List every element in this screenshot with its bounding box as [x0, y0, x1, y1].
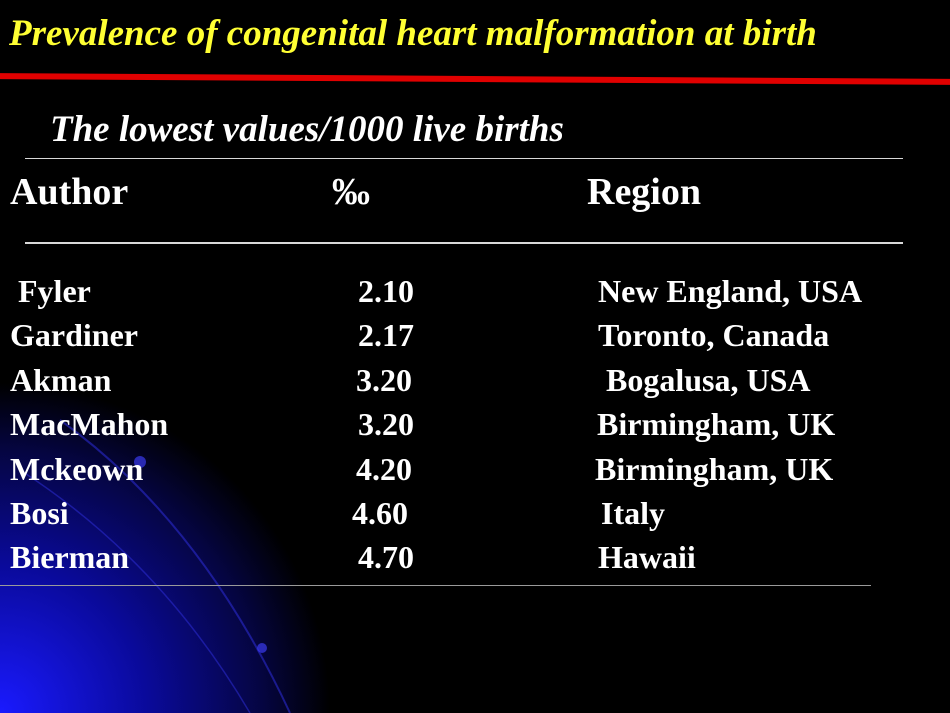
- author-cell: Mckeown: [10, 451, 144, 487]
- value-cell: 2.10: [358, 273, 414, 309]
- header-author: Author: [10, 171, 129, 213]
- value-cell: 3.20: [358, 406, 414, 442]
- region-cell: New England, USA: [598, 273, 863, 309]
- author-cell: Fyler: [18, 273, 91, 309]
- header-region: Region: [587, 171, 701, 213]
- value-cell: 4.70: [358, 539, 414, 575]
- value-cell: 2.17: [358, 317, 414, 353]
- region-cell: Italy: [601, 495, 665, 531]
- value-cell: 3.20: [356, 362, 412, 398]
- table-top-rule: [25, 158, 903, 159]
- region-cell: Bogalusa, USA: [606, 362, 811, 398]
- region-cell: Toronto, Canada: [598, 317, 830, 353]
- author-cell: MacMahon: [10, 406, 169, 442]
- author-cell: Gardiner: [10, 317, 138, 353]
- author-cell: Bierman: [10, 539, 130, 575]
- value-cell: 4.60: [352, 495, 408, 531]
- table-bottom-rule: [0, 585, 871, 586]
- header-permille: ‰: [332, 171, 370, 213]
- region-cell: Birmingham, UK: [597, 406, 836, 442]
- slide-title: Prevalence of congenital heart malformat…: [9, 13, 817, 54]
- header-rule: [25, 242, 903, 244]
- slide-subtitle: The lowest values/1000 live births: [50, 109, 564, 150]
- region-cell: Birmingham, UK: [595, 451, 834, 487]
- value-cell: 4.20: [356, 451, 412, 487]
- region-cell: Hawaii: [598, 539, 696, 575]
- author-cell: Bosi: [10, 495, 69, 531]
- author-cell: Akman: [10, 362, 112, 398]
